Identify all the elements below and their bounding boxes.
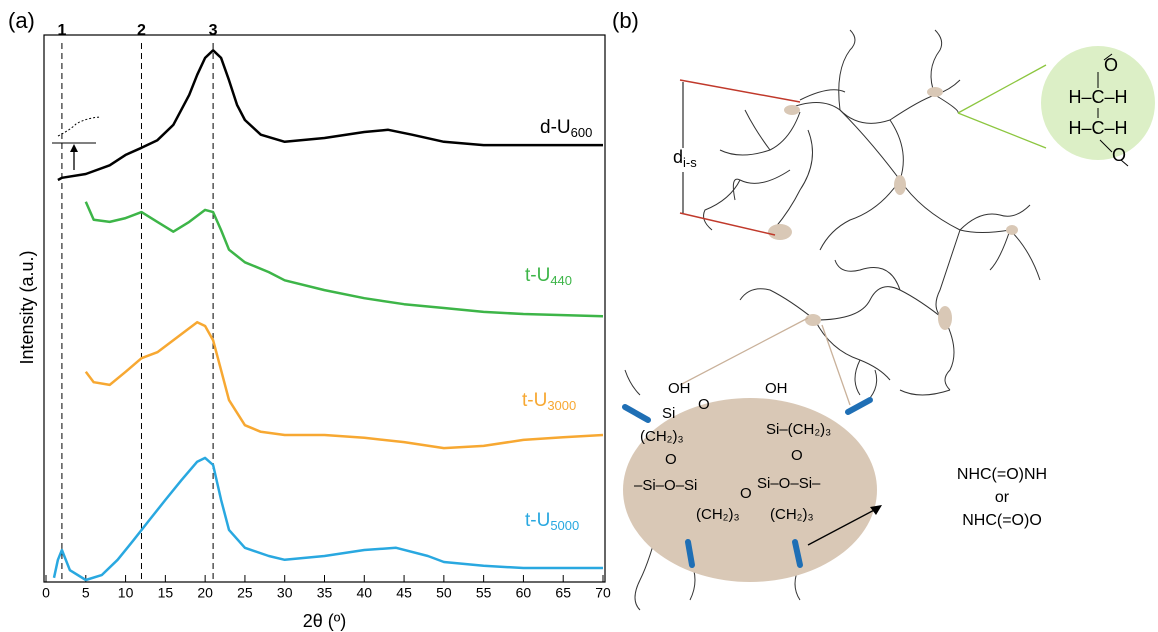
x-tick-label: 55: [476, 585, 492, 601]
siloxane-node: [622, 317, 882, 582]
x-tick-label: 20: [197, 585, 213, 601]
x-tick-label: 70: [595, 585, 611, 601]
series-line: [84, 201, 604, 318]
series-line: [52, 456, 603, 582]
x-tick-label: 50: [436, 585, 452, 601]
network-diagram: di-s O H–C–H H–C–H O: [622, 29, 1155, 611]
siloxane-label: OH: [765, 380, 788, 397]
x-tick-label: 25: [237, 585, 253, 601]
reference-label: 2: [137, 22, 146, 39]
series-subscript: 600: [571, 125, 593, 140]
siloxane-label: O: [791, 447, 803, 464]
x-tick-label: 35: [317, 585, 333, 601]
series-name: t-U: [525, 510, 550, 531]
glycol-label: O: [1112, 145, 1126, 165]
linkage-label: NHC(=O)NH: [957, 466, 1047, 483]
reference-label: 1: [57, 22, 66, 39]
x-tick-label: 45: [396, 585, 412, 601]
series-label: d-U600: [540, 117, 592, 140]
series-subscript: 5000: [550, 518, 579, 533]
distance-label: di-s: [673, 147, 697, 171]
siloxane-label: –Si–O–Si: [634, 477, 697, 494]
xrd-chart: 0 5 10 15 20 25 30 35 40 45 50 55 60 65 70 2θ (º) Intens…: [17, 22, 611, 631]
x-tick-label: 40: [356, 585, 372, 601]
x-tick-label: 10: [118, 585, 134, 601]
x-axis-label: 2θ (º): [303, 611, 347, 631]
x-tick-label: 30: [277, 585, 293, 601]
x-tick-label: 65: [555, 585, 571, 601]
siloxane-label: O: [740, 485, 752, 502]
siloxane-label: (CH₂)₃: [770, 506, 814, 523]
siloxane-label: O: [698, 396, 710, 413]
glycol-label: H–C–H: [1068, 87, 1127, 107]
siloxane-label: O: [665, 451, 677, 468]
panel-label: (a): [8, 8, 35, 33]
x-tick-label: 60: [516, 585, 532, 601]
x-tick-label: 0: [42, 585, 50, 601]
siloxane-label: Si–O–Si–: [757, 475, 821, 492]
glycol-label: H–C–H: [1068, 118, 1127, 138]
series-name: t-U: [522, 390, 547, 411]
polymer-network: [624, 29, 1041, 611]
series-label: t-U3000: [522, 390, 576, 413]
siloxane-label: Si: [662, 405, 675, 422]
distance-symbol: d: [673, 147, 683, 167]
y-axis-label: Intensity (a.u.): [17, 250, 37, 364]
x-tick-label: 5: [82, 585, 90, 601]
siloxane-label: Si–(CH₂)₃: [766, 421, 831, 438]
inset: [52, 116, 101, 170]
series-name: d-U: [540, 117, 571, 138]
distance-marker: di-s: [673, 79, 801, 236]
linkage-label: NHC(=O)O: [962, 512, 1042, 529]
plot-frame: [43, 34, 606, 583]
linkage-label: or: [995, 489, 1010, 506]
reference-label: 3: [209, 22, 218, 39]
siloxane-label: (CH₂)₃: [640, 428, 684, 445]
panel-label: (b): [612, 8, 639, 33]
series-subscript: 440: [550, 273, 572, 288]
x-tick-label: 15: [158, 585, 174, 601]
series-label: t-U5000: [525, 510, 579, 533]
glycol-inset: O H–C–H H–C–H O: [957, 46, 1155, 167]
siloxane-label: (CH₂)₃: [696, 506, 740, 523]
series-name: t-U: [525, 265, 550, 286]
series-line: [57, 49, 603, 182]
glycol-label: O: [1104, 55, 1118, 75]
distance-subscript: i-s: [683, 155, 697, 170]
series-line: [84, 320, 604, 450]
series-subscript: 3000: [547, 398, 576, 413]
series-label: t-U440: [525, 265, 572, 288]
siloxane-label: OH: [668, 380, 691, 397]
